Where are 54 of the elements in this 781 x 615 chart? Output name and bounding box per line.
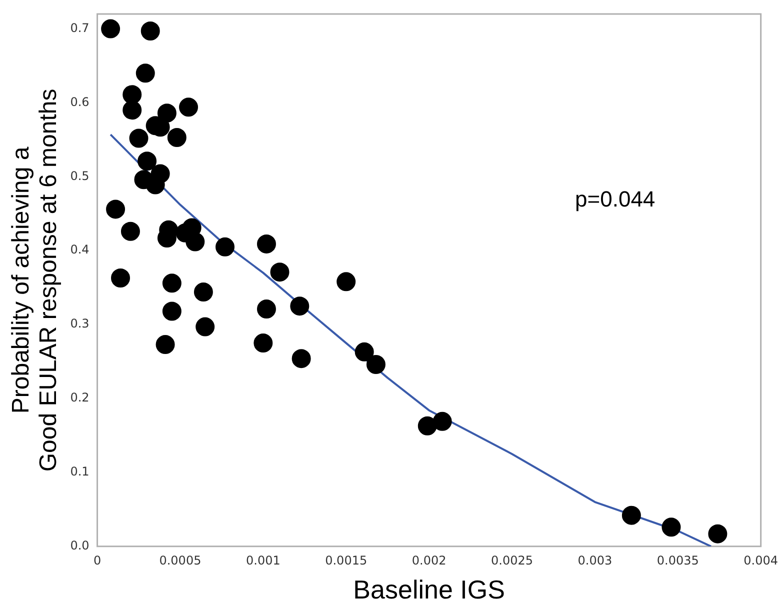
point <box>162 302 182 321</box>
point <box>354 342 374 362</box>
point <box>140 22 160 41</box>
y-tick-label: 0.0 <box>70 538 90 553</box>
point <box>254 334 273 353</box>
point <box>270 262 290 282</box>
x-axis-title: Baseline IGS <box>353 574 505 605</box>
point <box>336 272 356 292</box>
point <box>167 128 186 147</box>
point <box>120 222 140 241</box>
y-tick-label: 0.4 <box>70 242 90 257</box>
y-tick-label: 0.2 <box>70 390 90 405</box>
x-tick-label: 0.003 <box>578 554 612 568</box>
x-tick-label: 0.0005 <box>159 554 202 568</box>
point <box>256 234 276 254</box>
point <box>186 232 205 252</box>
y-axis-title: Probability of achieving a Good EULAR response at 6 months <box>7 88 62 472</box>
point <box>129 128 148 148</box>
point <box>157 104 176 123</box>
annotation: p=0.044 <box>575 186 656 212</box>
point <box>122 100 142 120</box>
point <box>418 416 437 436</box>
x-tick-label: 0.0035 <box>656 554 699 568</box>
point <box>216 237 235 256</box>
x-tick-label: 0.002 <box>412 554 446 568</box>
point <box>179 98 198 117</box>
point <box>156 335 175 354</box>
x-tick-label: 0.004 <box>744 554 778 568</box>
point <box>366 354 386 374</box>
y-tick-label: 0.1 <box>70 464 90 479</box>
point <box>111 268 130 288</box>
point <box>162 274 182 293</box>
x-tick-label: 0.001 <box>246 554 280 568</box>
y-tick-label: 0.6 <box>70 94 90 109</box>
point <box>292 349 311 368</box>
x-tick-label: 0.0015 <box>325 554 368 568</box>
point <box>138 152 157 171</box>
y-tick-label: 0.7 <box>70 20 90 35</box>
point <box>136 64 155 83</box>
point <box>122 85 142 104</box>
point <box>106 200 126 219</box>
point <box>708 524 728 544</box>
y-tick-label: 0.5 <box>70 168 90 183</box>
point <box>662 518 681 537</box>
point <box>194 282 213 302</box>
point <box>432 412 452 431</box>
point <box>290 296 310 316</box>
x-tick-label: 0 <box>93 554 102 568</box>
point <box>256 300 276 319</box>
x-tick-label: 0.0025 <box>490 554 533 568</box>
point <box>622 506 641 525</box>
y-tick-label: 0.3 <box>70 316 90 331</box>
point <box>101 19 120 38</box>
point <box>196 317 215 336</box>
